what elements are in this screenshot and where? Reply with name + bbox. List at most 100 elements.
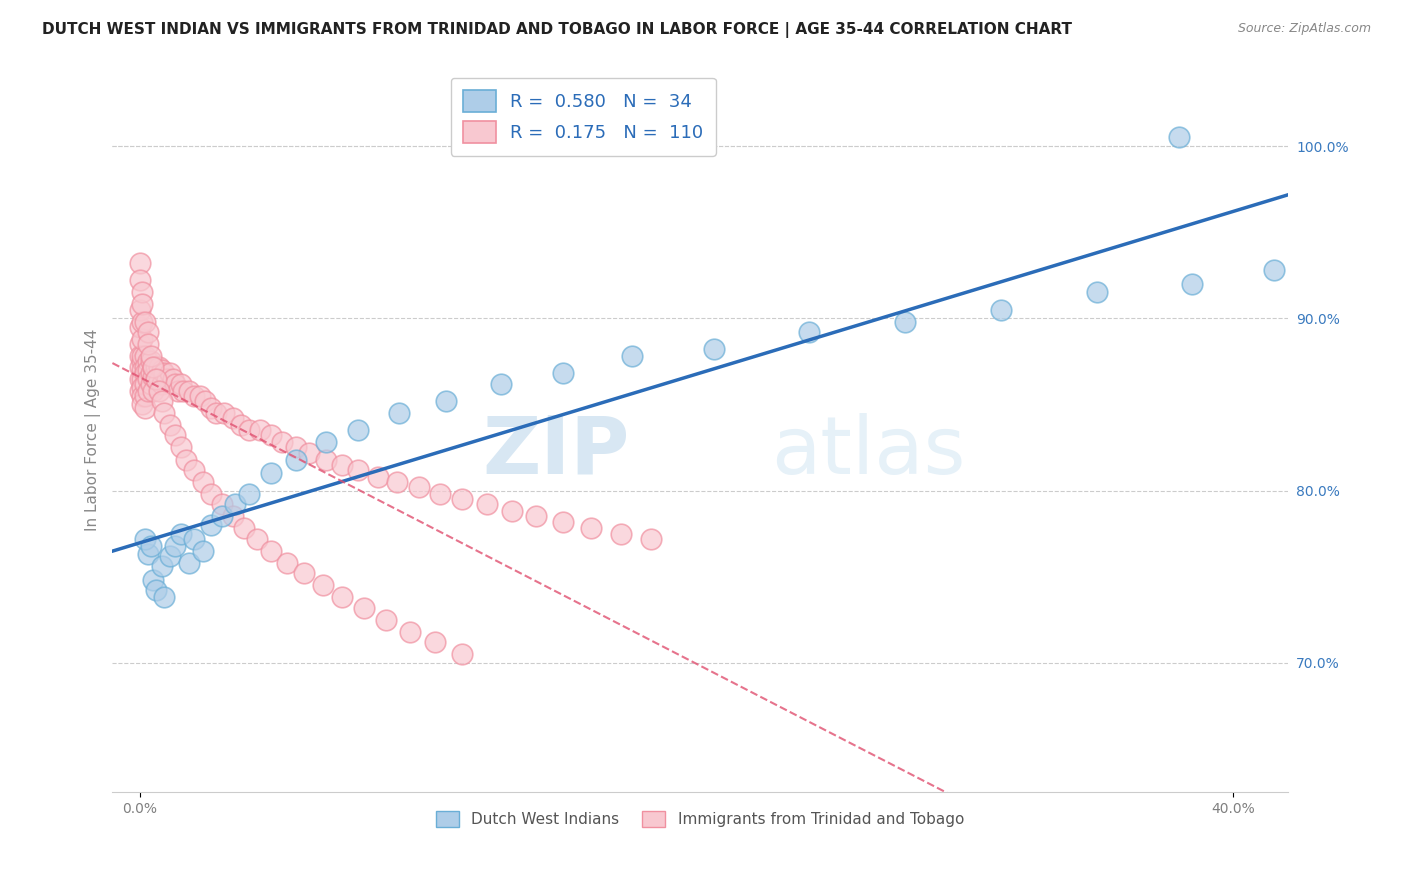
- Point: [501, 504, 523, 518]
- Point: [145, 371, 167, 385]
- Point: [136, 337, 159, 351]
- Point: [799, 325, 821, 339]
- Point: [475, 497, 498, 511]
- Point: [367, 469, 389, 483]
- Point: [139, 354, 162, 368]
- Point: [128, 302, 150, 317]
- Point: [221, 411, 243, 425]
- Point: [330, 591, 353, 605]
- Point: [131, 285, 153, 300]
- Point: [553, 515, 575, 529]
- Point: [136, 325, 159, 339]
- Point: [640, 532, 662, 546]
- Point: [990, 302, 1012, 317]
- Point: [136, 363, 159, 377]
- Point: [191, 544, 214, 558]
- Point: [174, 452, 197, 467]
- Point: [142, 384, 165, 398]
- Point: [131, 315, 153, 329]
- Point: [128, 359, 150, 374]
- Point: [145, 583, 167, 598]
- Point: [385, 475, 408, 489]
- Point: [211, 509, 233, 524]
- Point: [703, 343, 725, 357]
- Point: [134, 376, 156, 391]
- Point: [211, 497, 233, 511]
- Point: [153, 406, 176, 420]
- Point: [167, 384, 190, 398]
- Point: [128, 349, 150, 363]
- Point: [312, 578, 335, 592]
- Point: [142, 359, 165, 374]
- Point: [131, 354, 153, 368]
- Point: [284, 441, 307, 455]
- Point: [159, 549, 181, 563]
- Point: [347, 463, 370, 477]
- Point: [131, 363, 153, 377]
- Text: Source: ZipAtlas.com: Source: ZipAtlas.com: [1237, 22, 1371, 36]
- Point: [128, 384, 150, 398]
- Point: [620, 349, 643, 363]
- Point: [388, 406, 411, 420]
- Point: [579, 521, 602, 535]
- Point: [128, 337, 150, 351]
- Point: [1085, 285, 1108, 300]
- Point: [139, 367, 162, 381]
- Point: [170, 441, 193, 455]
- Point: [142, 573, 165, 587]
- Point: [128, 256, 150, 270]
- Point: [150, 559, 173, 574]
- Point: [423, 635, 446, 649]
- Point: [128, 273, 150, 287]
- Point: [399, 624, 422, 639]
- Point: [224, 497, 246, 511]
- Point: [315, 435, 337, 450]
- Point: [200, 518, 222, 533]
- Point: [177, 384, 200, 398]
- Legend: Dutch West Indians, Immigrants from Trinidad and Tobago: Dutch West Indians, Immigrants from Trin…: [429, 804, 972, 835]
- Point: [1167, 130, 1189, 145]
- Point: [131, 297, 153, 311]
- Point: [145, 359, 167, 374]
- Point: [170, 526, 193, 541]
- Point: [136, 384, 159, 398]
- Point: [165, 428, 187, 442]
- Text: ZIP: ZIP: [482, 413, 630, 491]
- Point: [150, 363, 173, 377]
- Point: [270, 435, 292, 450]
- Point: [205, 406, 228, 420]
- Point: [347, 423, 370, 437]
- Point: [315, 452, 337, 467]
- Point: [148, 384, 170, 398]
- Point: [553, 367, 575, 381]
- Point: [134, 401, 156, 415]
- Point: [134, 532, 156, 546]
- Point: [1181, 277, 1204, 291]
- Point: [894, 315, 917, 329]
- Point: [153, 367, 176, 381]
- Point: [173, 384, 195, 398]
- Point: [131, 371, 153, 385]
- Point: [139, 376, 162, 391]
- Point: [221, 509, 243, 524]
- Point: [229, 418, 252, 433]
- Point: [524, 509, 547, 524]
- Point: [134, 389, 156, 403]
- Point: [183, 389, 205, 403]
- Point: [610, 526, 633, 541]
- Point: [246, 532, 269, 546]
- Point: [200, 401, 222, 415]
- Text: DUTCH WEST INDIAN VS IMMIGRANTS FROM TRINIDAD AND TOBAGO IN LABOR FORCE | AGE 35: DUTCH WEST INDIAN VS IMMIGRANTS FROM TRI…: [42, 22, 1073, 38]
- Point: [136, 354, 159, 368]
- Point: [128, 371, 150, 385]
- Point: [232, 521, 254, 535]
- Point: [162, 371, 184, 385]
- Point: [434, 394, 457, 409]
- Point: [451, 647, 474, 661]
- Point: [153, 591, 176, 605]
- Point: [134, 367, 156, 381]
- Point: [429, 487, 451, 501]
- Point: [489, 376, 512, 391]
- Point: [238, 423, 260, 437]
- Point: [249, 423, 271, 437]
